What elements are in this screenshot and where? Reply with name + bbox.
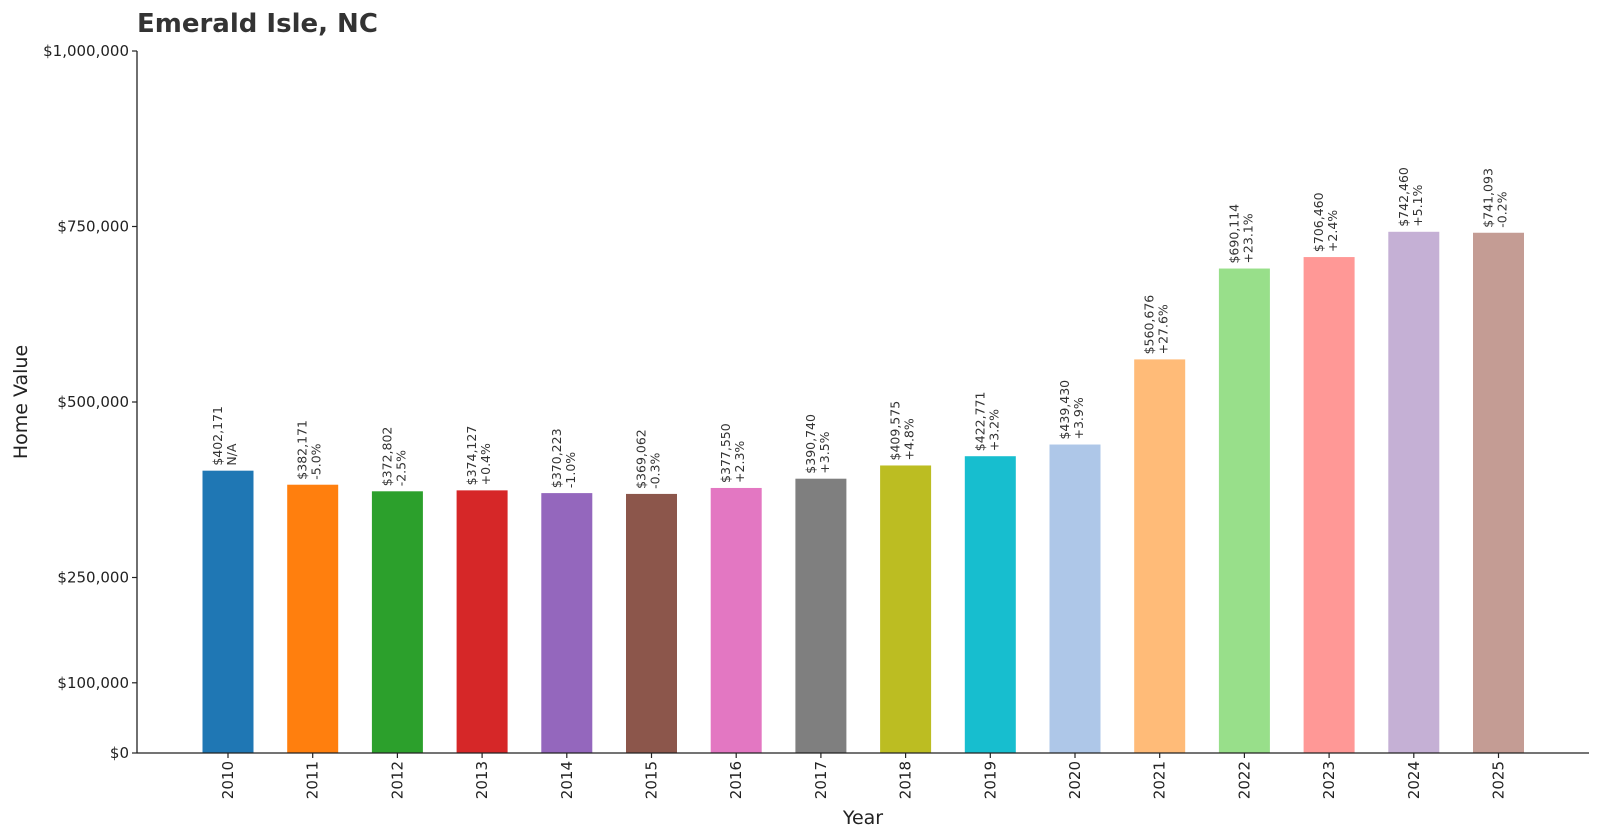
change-label: -0.3% (648, 453, 663, 489)
bar-2010 (202, 470, 254, 753)
bar-2017 (795, 478, 847, 753)
x-tick-label-2018: 2018 (897, 761, 915, 799)
data-labels-group: $402,171N/A $382,171-5.0% $372,802-2.5% $37… (210, 167, 1510, 489)
x-tick-label-2015: 2015 (643, 761, 661, 799)
x-tick-label-2023: 2023 (1320, 761, 1338, 799)
change-label: +3.9% (1071, 397, 1086, 439)
chart-title: Emerald Isle, NC (137, 9, 378, 39)
value-label: $377,550 (718, 423, 733, 483)
data-label-2013: $374,127+0.4% (464, 426, 493, 486)
value-label: $370,223 (549, 428, 564, 488)
value-label: $409,575 (888, 401, 903, 461)
change-label: +5.1% (1410, 184, 1425, 226)
y-tick-label: $100,000 (57, 674, 129, 692)
bar-2012 (371, 491, 423, 753)
y-tick-label: $1,000,000 (43, 42, 129, 60)
data-label-2018: $409,575+4.8% (888, 401, 917, 461)
y-axis: $0 $100,000 $250,000 $500,000 $750,000 $1,000… (43, 42, 138, 762)
x-tick-label-2012: 2012 (388, 761, 406, 799)
change-label: +2.4% (1325, 210, 1340, 252)
x-axis-label: Year (842, 807, 883, 829)
x-tick-label-2016: 2016 (727, 761, 745, 799)
data-label-2016: $377,550+2.3% (718, 423, 747, 483)
data-label-2017: $390,740+3.5% (803, 414, 832, 474)
x-tick-label-2024: 2024 (1405, 761, 1423, 799)
change-label: +3.5% (817, 431, 832, 473)
data-label-2024: $742,460+5.1% (1396, 167, 1425, 227)
data-label-2011: $382,171-5.0% (295, 420, 324, 480)
x-tick-label-2010: 2010 (219, 761, 237, 799)
x-tick-label-2021: 2021 (1151, 761, 1169, 799)
x-tick-label-2022: 2022 (1235, 761, 1253, 799)
x-tick-label-2011: 2011 (304, 761, 322, 799)
value-label: $402,171 (210, 406, 225, 466)
bar-2022 (1218, 268, 1270, 753)
bar-2013 (456, 490, 508, 753)
data-label-2021: $560,676+27.6% (1142, 295, 1171, 355)
x-tick-label-2013: 2013 (473, 761, 491, 799)
x-tick-label-2017: 2017 (812, 761, 830, 799)
data-label-2023: $706,460+2.4% (1311, 192, 1340, 252)
value-label: $560,676 (1142, 295, 1157, 355)
bar-2023 (1303, 257, 1355, 753)
value-label: $374,127 (464, 426, 479, 486)
change-label: -1.0% (563, 452, 578, 488)
value-label: $369,062 (634, 429, 649, 489)
data-label-2014: $370,223-1.0% (549, 428, 578, 488)
value-label: $706,460 (1311, 192, 1326, 252)
change-label: N/A (224, 443, 239, 466)
value-label: $690,114 (1226, 204, 1241, 264)
value-label: $390,740 (803, 414, 818, 474)
x-axis: 2010 2011 2012 2013 2014 2015 2016 2017 2018 2019… (137, 752, 1589, 799)
bars-group (202, 231, 1524, 754)
bar-2016 (710, 487, 762, 753)
change-label: +4.8% (902, 418, 917, 460)
bar-2024 (1388, 231, 1440, 753)
x-tick-label-2025: 2025 (1490, 761, 1508, 799)
value-label: $741,093 (1481, 168, 1496, 228)
x-tick-label-2014: 2014 (558, 761, 576, 799)
change-label: +3.2% (986, 409, 1001, 451)
y-tick-label: $750,000 (57, 218, 129, 236)
change-label: -5.0% (309, 443, 324, 479)
bar-2015 (626, 493, 677, 753)
data-label-2019: $422,771+3.2% (972, 392, 1001, 452)
data-label-2010: $402,171N/A (210, 406, 239, 466)
data-label-2020: $439,430+3.9% (1057, 380, 1086, 440)
change-label: -0.2% (1495, 191, 1510, 227)
value-label: $382,171 (295, 420, 310, 480)
bar-2018 (880, 465, 932, 753)
data-label-2022: $690,114+23.1% (1226, 204, 1255, 264)
bar-2019 (964, 456, 1016, 753)
change-label: +27.6% (1156, 304, 1171, 354)
value-label: $422,771 (972, 392, 987, 452)
change-label: +23.1% (1240, 213, 1255, 263)
data-label-2015: $369,062-0.3% (634, 429, 663, 489)
change-label: -2.5% (393, 450, 408, 486)
change-label: +2.3% (732, 441, 747, 483)
bar-2014 (541, 493, 593, 753)
bar-2020 (1049, 444, 1101, 753)
x-tick-label-2019: 2019 (981, 761, 999, 799)
y-tick-label: $250,000 (57, 569, 129, 587)
x-tick-label-2020: 2020 (1066, 761, 1084, 799)
y-tick-label: $0 (110, 744, 129, 762)
value-label: $372,802 (379, 427, 394, 487)
data-label-2025: $741,093-0.2% (1481, 168, 1510, 228)
y-axis-label: Home Value (10, 345, 32, 459)
data-label-2012: $372,802-2.5% (379, 427, 408, 487)
y-tick-label: $500,000 (57, 393, 129, 411)
value-label: $439,430 (1057, 380, 1072, 440)
change-label: +0.4% (478, 443, 493, 485)
bar-2011 (287, 484, 339, 753)
bar-2021 (1134, 359, 1186, 753)
bar-2025 (1473, 232, 1524, 754)
value-label: $742,460 (1396, 167, 1411, 227)
